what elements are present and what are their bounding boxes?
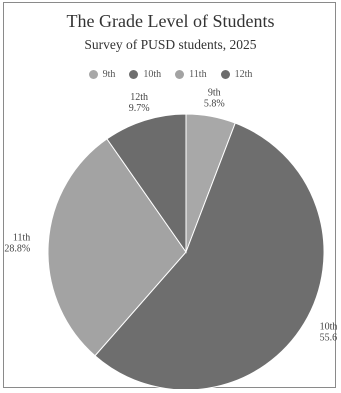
legend-label-9th: 9th	[102, 69, 116, 80]
legend-swatch-10th	[129, 70, 139, 79]
legend-item-11th: 11th	[175, 69, 207, 80]
legend-item-10th: 10th	[129, 69, 161, 80]
legend-label-12th: 12th	[234, 69, 253, 80]
slice-label-value-10th: 55.6%	[320, 333, 337, 344]
legend-item-9th: 9th	[88, 69, 116, 80]
legend-label-10th: 10th	[143, 69, 162, 80]
legend-swatch-9th	[88, 70, 98, 79]
legend-swatch-11th	[175, 70, 185, 79]
slice-label-category-11th: 11th	[13, 232, 30, 243]
slice-label-value-9th: 5.8%	[204, 99, 225, 110]
pie-slice-11th	[47, 138, 187, 357]
slice-label-category-10th: 10th	[320, 322, 337, 333]
pie-slice-10th	[94, 122, 325, 389]
chart-subtitle: Survey of PUSD students, 2025	[84, 37, 257, 52]
slice-label-category-9th: 9th	[208, 88, 221, 99]
slice-label-category-12th: 12th	[130, 92, 148, 103]
pie-slice-12th	[106, 113, 187, 254]
chart-title: The Grade Level of Students	[66, 11, 275, 31]
legend-swatch-12th	[220, 70, 230, 79]
legend-label-11th: 11th	[189, 69, 207, 80]
chart-legend: 9th 10th 11th 12th	[4, 69, 337, 80]
legend-item-12th: 12th	[220, 69, 253, 80]
slice-label-value-11th: 28.8%	[4, 243, 30, 254]
slice-label-value-12th: 9.7%	[129, 103, 150, 114]
chart-frame: The Grade Level of Students Survey of PU…	[3, 2, 337, 389]
